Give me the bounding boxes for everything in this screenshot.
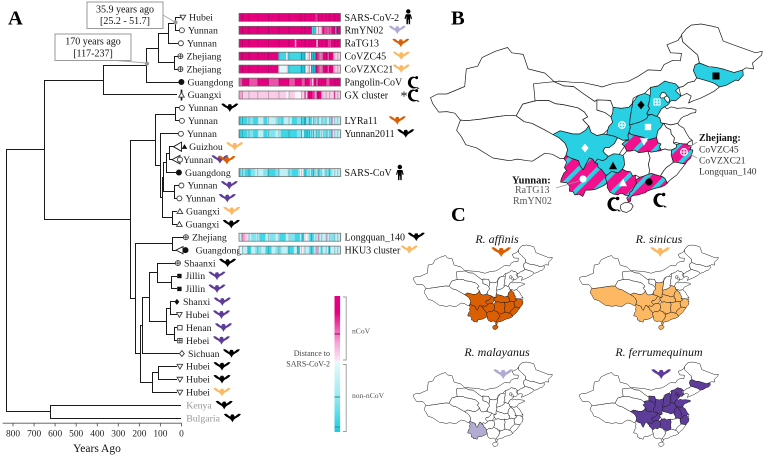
svg-text:CoVZC45: CoVZC45 — [345, 52, 387, 63]
svg-text:Yunnan: Yunnan — [187, 39, 217, 50]
svg-text:Jillin: Jillin — [186, 271, 206, 282]
svg-text:Hubei: Hubei — [186, 362, 210, 373]
svg-text:C: C — [451, 204, 466, 226]
svg-text:Zhejiang:: Zhejiang: — [699, 133, 741, 144]
svg-text:Shaanxi: Shaanxi — [184, 258, 216, 269]
svg-text:Kenya: Kenya — [186, 401, 212, 412]
svg-text:Pangolin-CoV: Pangolin-CoV — [345, 78, 404, 89]
svg-text:Henan: Henan — [186, 323, 212, 334]
svg-text:Zhejiang: Zhejiang — [187, 51, 222, 62]
svg-text:Hubei: Hubei — [186, 375, 210, 386]
svg-text:100: 100 — [153, 430, 167, 440]
svg-text:Zhejiang: Zhejiang — [192, 232, 227, 243]
svg-text:R. ferrumequinum: R. ferrumequinum — [614, 345, 703, 359]
svg-text:[25.2 - 51.7]: [25.2 - 51.7] — [100, 16, 150, 27]
svg-text:600: 600 — [48, 430, 62, 440]
svg-text:Hubei: Hubei — [189, 13, 213, 24]
svg-text:35.9 years ago: 35.9 years ago — [96, 5, 154, 16]
svg-text:Guangdong: Guangdong — [185, 168, 231, 179]
svg-text:non-nCoV: non-nCoV — [352, 391, 385, 400]
svg-text:Yunnan: Yunnan — [183, 155, 213, 166]
svg-text:Yunnan: Yunnan — [187, 129, 217, 140]
svg-text:RaTG13: RaTG13 — [345, 39, 379, 50]
svg-text:CoVZXC21: CoVZXC21 — [345, 65, 394, 76]
svg-text:B: B — [451, 8, 465, 30]
svg-text:Yunnan: Yunnan — [188, 26, 218, 37]
svg-text:Longquan_140: Longquan_140 — [345, 233, 406, 244]
svg-text:Distance to: Distance to — [294, 349, 330, 358]
svg-text:[117-237]: [117-237] — [73, 49, 113, 60]
svg-text:Sichuan: Sichuan — [188, 349, 220, 360]
svg-text:Zhejiang: Zhejiang — [187, 64, 222, 75]
svg-text:Yunnan: Yunnan — [188, 103, 218, 114]
svg-text:Yunnan2011: Yunnan2011 — [345, 129, 395, 140]
svg-text:Yunnan: Yunnan — [188, 116, 218, 127]
svg-text:RmYN02: RmYN02 — [345, 26, 384, 37]
svg-text:HKU3 cluster: HKU3 cluster — [345, 246, 401, 257]
svg-text:Yunnan: Yunnan — [186, 194, 216, 205]
svg-text:170 years ago: 170 years ago — [65, 37, 121, 48]
svg-text:R. malayanus: R. malayanus — [463, 345, 530, 359]
svg-text:Guangxi: Guangxi — [188, 90, 222, 101]
svg-text:Hebei: Hebei — [186, 336, 210, 347]
svg-text:400: 400 — [90, 430, 104, 440]
svg-text:Hubei: Hubei — [186, 310, 210, 321]
svg-text:SARS-CoV: SARS-CoV — [345, 168, 393, 179]
svg-text:A: A — [8, 8, 23, 30]
svg-text:R. affinis: R. affinis — [474, 232, 519, 246]
svg-text:RmYN02: RmYN02 — [513, 196, 552, 207]
svg-text:Shanxi: Shanxi — [183, 297, 210, 308]
svg-text:R. sinicus: R. sinicus — [635, 232, 683, 246]
svg-text:LYRa11: LYRa11 — [345, 116, 378, 127]
svg-text:CoVZC45: CoVZC45 — [699, 146, 739, 156]
svg-text:Yunnan: Yunnan — [188, 181, 218, 192]
svg-text:Yunnan:: Yunnan: — [512, 176, 551, 187]
svg-text:nCoV: nCoV — [352, 327, 371, 336]
svg-text:Guangdong: Guangdong — [188, 77, 234, 88]
svg-text:Years Ago: Years Ago — [73, 443, 121, 455]
svg-text:Guizhou: Guizhou — [189, 142, 223, 153]
svg-text:Guangdong: Guangdong — [196, 245, 242, 256]
svg-text:500: 500 — [69, 430, 83, 440]
svg-text:300: 300 — [111, 430, 125, 440]
svg-text:Guangxi: Guangxi — [186, 207, 220, 218]
svg-text:200: 200 — [132, 430, 146, 440]
svg-text:SARS-CoV-2: SARS-CoV-2 — [345, 13, 400, 24]
svg-text:Guangxi: Guangxi — [186, 220, 220, 231]
svg-text:Hubei: Hubei — [186, 388, 210, 399]
svg-text:700: 700 — [27, 430, 41, 440]
svg-text:*: * — [401, 90, 408, 105]
svg-text:CoVZXC21: CoVZXC21 — [699, 157, 746, 167]
svg-text:GX cluster: GX cluster — [345, 90, 389, 101]
svg-text:Longquan_140: Longquan_140 — [699, 168, 757, 178]
svg-text:800: 800 — [6, 430, 20, 440]
svg-text:SARS-CoV-2: SARS-CoV-2 — [286, 360, 330, 369]
svg-text:RaTG13: RaTG13 — [515, 185, 549, 196]
svg-text:0: 0 — [179, 430, 184, 440]
svg-text:Jillin: Jillin — [186, 284, 206, 295]
svg-text:Bulgaria: Bulgaria — [186, 413, 220, 424]
